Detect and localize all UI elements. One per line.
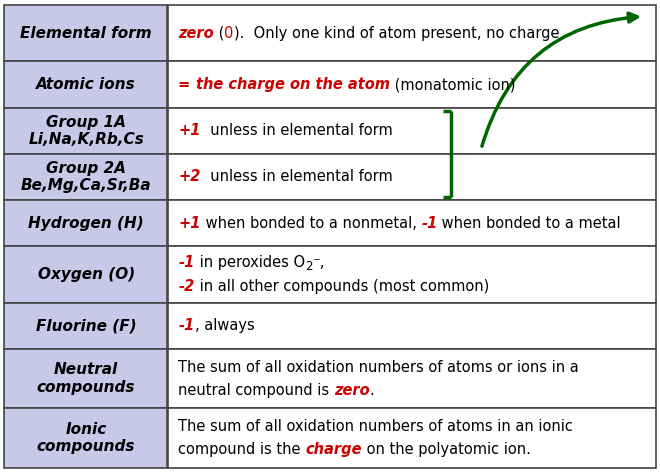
Bar (4, 154, 167, 200)
Text: Elemental form: Elemental form (20, 26, 152, 41)
Bar (4, 108, 167, 154)
Text: =: = (178, 77, 195, 92)
Text: the charge on the atom: the charge on the atom (195, 77, 389, 92)
Text: Hydrogen (H): Hydrogen (H) (28, 216, 144, 231)
Text: ⁻,: ⁻, (312, 255, 325, 270)
Text: -1: -1 (178, 318, 195, 333)
Text: .: . (370, 383, 374, 398)
Bar (168, 200, 656, 246)
Text: when bonded to a metal: when bonded to a metal (438, 216, 621, 231)
Bar (168, 5, 656, 61)
Bar (4, 200, 167, 246)
Text: Neutral
compounds: Neutral compounds (37, 362, 135, 395)
Text: Fluorine (F): Fluorine (F) (36, 318, 137, 333)
Text: Group 1A
Li,Na,K,Rb,Cs: Group 1A Li,Na,K,Rb,Cs (28, 114, 144, 147)
Text: Ionic
compounds: Ionic compounds (37, 422, 135, 455)
Text: on the polyatomic ion.: on the polyatomic ion. (362, 442, 531, 457)
Text: +1: +1 (178, 123, 201, 138)
Text: +2: +2 (178, 169, 201, 184)
Text: when bonded to a nonmetal,: when bonded to a nonmetal, (201, 216, 421, 231)
Text: in all other compounds (most common): in all other compounds (most common) (195, 279, 489, 294)
Bar (168, 349, 656, 409)
Text: (monatomic ion): (monatomic ion) (389, 77, 515, 92)
Text: -2: -2 (178, 279, 195, 294)
Text: (: ( (214, 26, 224, 41)
Text: , always: , always (195, 318, 254, 333)
Bar (4, 349, 167, 409)
Text: in peroxides O: in peroxides O (195, 255, 305, 270)
Text: -1: -1 (178, 255, 195, 270)
Bar (4, 5, 167, 61)
Text: unless in elemental form: unless in elemental form (201, 169, 393, 184)
Bar (168, 246, 656, 303)
Bar (168, 108, 656, 154)
Text: 0: 0 (224, 26, 234, 41)
Bar (168, 303, 656, 349)
Text: zero: zero (178, 26, 214, 41)
Bar (168, 154, 656, 200)
Text: ).  Only one kind of atom present, no charge: ). Only one kind of atom present, no cha… (234, 26, 559, 41)
Bar (168, 409, 656, 468)
Text: Group 2A
Be,Mg,Ca,Sr,Ba: Group 2A Be,Mg,Ca,Sr,Ba (21, 161, 151, 193)
Bar (4, 61, 167, 108)
Text: zero: zero (334, 383, 370, 398)
Text: Oxygen (O): Oxygen (O) (38, 267, 135, 282)
Text: charge: charge (306, 442, 362, 457)
Text: The sum of all oxidation numbers of atoms or ions in a: The sum of all oxidation numbers of atom… (178, 359, 579, 375)
Text: compound is the: compound is the (178, 442, 306, 457)
Text: unless in elemental form: unless in elemental form (201, 123, 393, 138)
Text: -1: -1 (421, 216, 438, 231)
Text: 2: 2 (305, 260, 312, 273)
Text: The sum of all oxidation numbers of atoms in an ionic: The sum of all oxidation numbers of atom… (178, 419, 573, 434)
FancyArrowPatch shape (482, 13, 638, 146)
Bar (4, 303, 167, 349)
Bar (168, 61, 656, 108)
Text: +1: +1 (178, 216, 201, 231)
Text: neutral compound is: neutral compound is (178, 383, 334, 398)
Bar (4, 246, 167, 303)
Bar (4, 409, 167, 468)
Text: Atomic ions: Atomic ions (36, 77, 136, 92)
